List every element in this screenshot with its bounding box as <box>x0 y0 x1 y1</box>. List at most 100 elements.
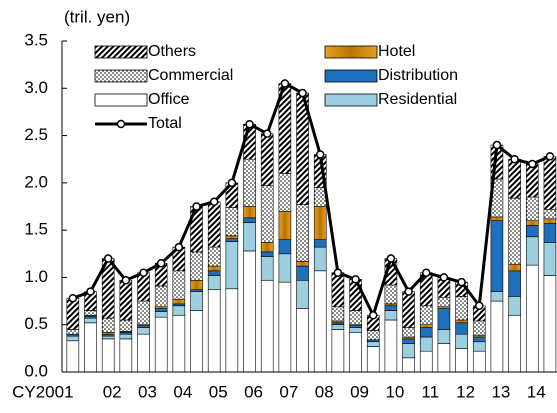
bar-segment <box>66 297 80 330</box>
y-tick-label: 1.0 <box>24 267 48 286</box>
bar-segment <box>207 275 221 291</box>
bar-segment <box>472 350 486 373</box>
bar-segment <box>313 206 327 240</box>
total-marker <box>156 258 166 268</box>
x-tick-label: 14 <box>527 382 546 401</box>
total-marker <box>475 301 484 311</box>
bar-segment <box>384 319 398 373</box>
total-marker <box>139 268 148 277</box>
bar-segment <box>278 239 292 255</box>
total-marker <box>492 140 502 150</box>
bar-segment <box>419 350 433 373</box>
bar-segment <box>490 220 504 292</box>
bar-segment <box>349 327 362 333</box>
bar-segment <box>490 291 504 302</box>
total-marker <box>209 197 219 207</box>
bar-segment <box>419 336 433 352</box>
bar-segment <box>84 310 97 316</box>
bar-segment <box>384 310 398 321</box>
bar-segment <box>225 238 239 242</box>
bar-segment <box>172 298 186 305</box>
bar-segment <box>419 305 433 326</box>
bar-segment <box>260 133 274 186</box>
total-marker <box>386 254 396 263</box>
bar-segment <box>278 281 292 373</box>
total-line <box>72 81 551 320</box>
bar-segment <box>437 308 451 330</box>
bar-segment <box>455 319 468 324</box>
x-tick-label: 09 <box>350 382 369 401</box>
bar-segment <box>331 272 345 308</box>
bar-segment <box>543 156 557 210</box>
bar-segment <box>66 329 80 335</box>
total-marker <box>245 119 254 129</box>
bar-segment <box>137 272 150 302</box>
bar-segment <box>225 207 239 237</box>
total-marker <box>545 152 555 161</box>
x-tick-label: 05 <box>209 382 228 401</box>
legend-swatch <box>94 93 148 107</box>
bar-segment <box>190 279 203 291</box>
bar-segment <box>296 204 309 262</box>
total-marker <box>457 277 466 287</box>
bar-segment <box>243 217 256 223</box>
x-tick-label: 12 <box>456 382 475 401</box>
total-marker <box>333 268 343 277</box>
bar-segment <box>154 308 168 312</box>
total-marker <box>315 150 325 159</box>
legend-swatch <box>324 69 378 83</box>
x-tick-label: 13 <box>491 382 510 401</box>
bar-segment <box>119 333 133 340</box>
legend-label: Others <box>148 43 196 60</box>
bar-segment <box>296 265 309 281</box>
bar-segment <box>207 265 221 272</box>
bar-segment <box>455 322 468 335</box>
x-tick-label: 08 <box>315 382 334 401</box>
bar-segment <box>296 261 309 267</box>
bar-segment <box>137 300 150 326</box>
bar-segment <box>437 296 451 308</box>
bar-segment <box>243 250 256 373</box>
x-tick-label: 04 <box>173 382 192 401</box>
bar-segment <box>455 333 468 349</box>
bar-segment <box>66 340 80 373</box>
bar-segment <box>437 343 451 373</box>
total-marker <box>103 254 113 263</box>
legend-label: Hotel <box>378 43 415 60</box>
bar-segment <box>366 341 380 347</box>
bar-segment <box>207 289 221 373</box>
bar-segment <box>101 338 115 373</box>
total-marker <box>86 287 95 296</box>
bar-segment <box>366 330 380 341</box>
legend-marker <box>116 119 126 129</box>
total-marker <box>121 276 131 285</box>
bar-segment <box>172 270 186 300</box>
legend-label: Commercial <box>148 67 233 84</box>
total-marker <box>528 159 537 169</box>
bar-segment <box>366 346 380 373</box>
total-marker <box>227 178 237 188</box>
legend-swatch <box>94 45 148 59</box>
bar-segment <box>313 270 327 373</box>
bar-segment <box>508 296 521 316</box>
total-marker <box>298 88 307 98</box>
bar-segment <box>525 196 539 221</box>
bar-segment <box>508 158 521 199</box>
bar-segment <box>154 311 168 318</box>
legend-label: Total <box>148 115 182 132</box>
bar-segment <box>525 264 539 373</box>
bar-segment <box>508 197 521 265</box>
bar-segment <box>190 251 203 281</box>
y-tick-label: 2.0 <box>24 172 48 191</box>
bar-segment <box>190 310 203 373</box>
y-tick-label: 0.0 <box>24 361 48 380</box>
total-marker <box>510 154 519 164</box>
bar-segment <box>525 225 539 238</box>
bar-segment <box>225 288 239 373</box>
total-marker <box>351 275 360 284</box>
bar-segment <box>525 220 539 226</box>
x-tick-label: 03 <box>138 382 157 401</box>
bar-segment <box>543 218 557 224</box>
bar-segment <box>472 320 486 336</box>
bar-segment <box>349 331 362 373</box>
